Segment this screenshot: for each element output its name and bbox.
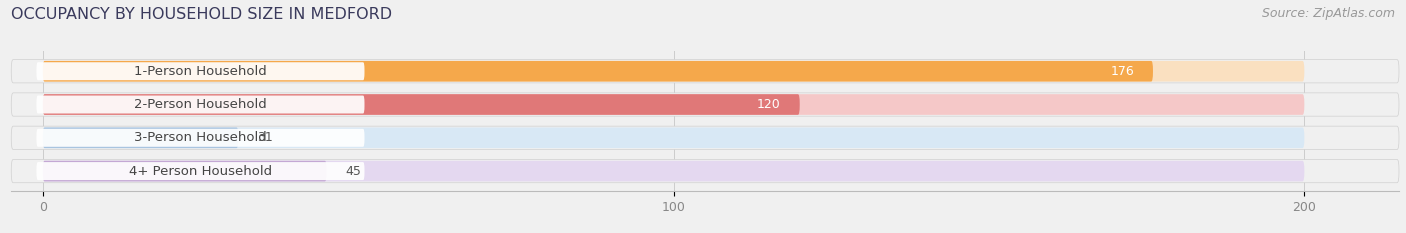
FancyBboxPatch shape (11, 93, 1399, 116)
FancyBboxPatch shape (42, 161, 1305, 182)
Text: 176: 176 (1111, 65, 1135, 78)
Text: 3-Person Household: 3-Person Household (134, 131, 267, 144)
Text: Source: ZipAtlas.com: Source: ZipAtlas.com (1261, 7, 1395, 20)
Text: 45: 45 (346, 164, 361, 178)
Text: 31: 31 (257, 131, 273, 144)
FancyBboxPatch shape (42, 94, 1305, 115)
FancyBboxPatch shape (37, 129, 364, 147)
FancyBboxPatch shape (42, 61, 1153, 82)
FancyBboxPatch shape (11, 159, 1399, 183)
Text: 120: 120 (756, 98, 780, 111)
Text: 1-Person Household: 1-Person Household (134, 65, 267, 78)
FancyBboxPatch shape (11, 126, 1399, 149)
FancyBboxPatch shape (42, 61, 1305, 82)
FancyBboxPatch shape (42, 161, 326, 182)
Text: 2-Person Household: 2-Person Household (134, 98, 267, 111)
FancyBboxPatch shape (11, 60, 1399, 83)
Text: OCCUPANCY BY HOUSEHOLD SIZE IN MEDFORD: OCCUPANCY BY HOUSEHOLD SIZE IN MEDFORD (11, 7, 392, 22)
FancyBboxPatch shape (37, 62, 364, 80)
Text: 4+ Person Household: 4+ Person Household (129, 164, 271, 178)
FancyBboxPatch shape (42, 94, 800, 115)
FancyBboxPatch shape (37, 162, 364, 180)
FancyBboxPatch shape (42, 127, 1305, 148)
FancyBboxPatch shape (37, 96, 364, 113)
FancyBboxPatch shape (42, 127, 239, 148)
